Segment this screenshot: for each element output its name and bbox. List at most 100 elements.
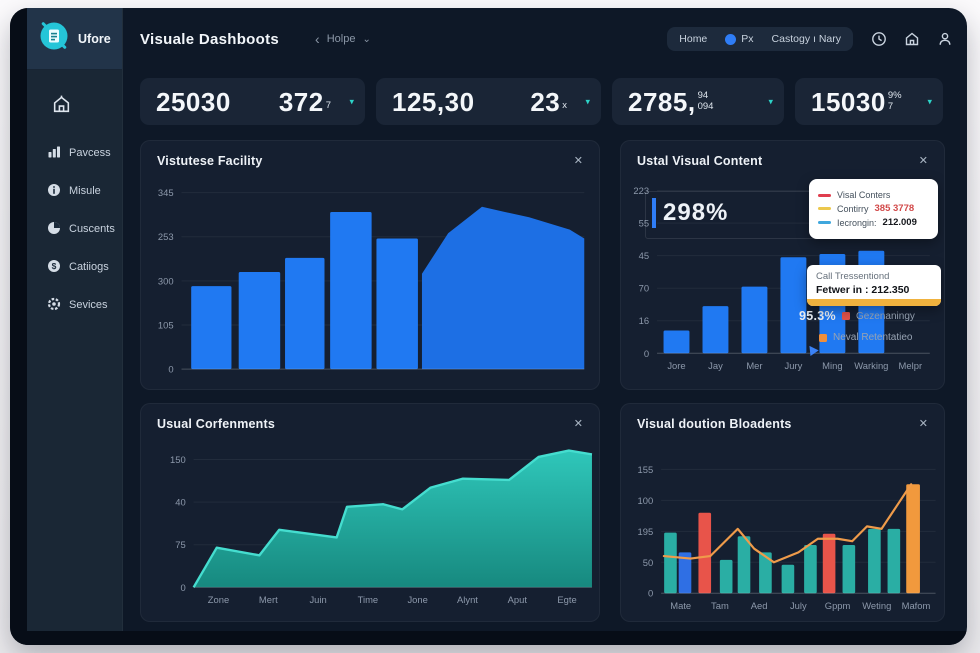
breadcrumb[interactable]: ‹ Holpe ⌄ [315,32,371,46]
svg-text:Juin: Juin [309,594,326,605]
svg-text:155: 155 [637,464,653,475]
brand[interactable]: Ufore [27,8,122,70]
sidebar-item-label: Pavcess [69,147,111,159]
tooltip-legend-row: Visal Conters [818,190,929,200]
close-icon[interactable]: ✕ [573,155,583,167]
svg-text:Jore: Jore [667,360,685,371]
window-bottom-edge [10,631,967,645]
svg-text:105: 105 [158,319,174,330]
legend-dash-icon [818,193,831,197]
sidebar: Ufore Pavcess Misule Cuscents $ Catiiogs Sevi… [27,8,123,631]
kpi-card-4: 15030 9% 7 ▾ [795,78,943,125]
close-icon[interactable]: ✕ [918,418,928,430]
kpi-dropdown-arrow[interactable]: ▾ [768,96,773,106]
sidebar-home-icon[interactable] [51,94,73,120]
svg-text:0: 0 [180,582,185,593]
svg-text:Alynt: Alynt [457,594,478,605]
chart-tooltip-info: Call Tressentiond Fetwer in : 212.350 [807,265,941,306]
sidebar-item-label: Sevices [69,299,108,311]
user-icon[interactable] [937,31,953,47]
kpi-card-2: 125,30 23 x ▾ [376,78,601,125]
svg-text:55: 55 [639,218,649,229]
legend-swatch [841,312,850,320]
sidebar-item-cuscents[interactable]: Cuscents [27,210,122,248]
svg-text:0: 0 [644,348,649,359]
header: Visuale Dashboots ‹ Holpe ⌄ Home Px Castog… [140,8,953,70]
pie-chart-icon [47,221,61,238]
panel-visual-doution-bloadents: Visual doution Bloadents ✕ 155 100 195 50 0 M… [620,403,945,622]
svg-text:Jay: Jay [708,360,723,371]
panel-ustal-visual-content: Ustal Visual Content ✕ 223 55 45 70 16 0 Jore J… [620,140,945,390]
svg-text:40: 40 [175,497,185,508]
accent-bar [652,198,656,228]
kpi-dropdown-arrow[interactable]: ▾ [349,96,354,106]
chevron-down-icon[interactable]: ⌄ [362,33,371,45]
svg-text:345: 345 [158,187,174,198]
top-nav: Home Px Castogy ı Nary [667,27,853,51]
sidebar-item-pavcess[interactable]: Pavcess [27,134,122,172]
sidebar-item-label: Catiiogs [69,261,109,273]
chart-bars-icon [47,145,61,162]
page-title: Visuale Dashboots [140,30,280,48]
svg-text:195: 195 [637,526,653,537]
svg-text:Melpr: Melpr [899,360,923,371]
sidebar-item-catiiogs[interactable]: $ Catiiogs [27,248,122,286]
kpi-value: 15030 9% 7 [811,86,902,117]
nav-item-label: Castogy ı Nary [771,33,841,45]
svg-text:70: 70 [639,283,649,294]
kpi-value: 2785, 94 094 [628,86,714,117]
legend-label: Gezenaningy [855,310,915,322]
kpi-dropdown-arrow[interactable]: ▾ [927,96,932,106]
sidebar-item-misule[interactable]: Misule [27,172,122,210]
kpi-value: 25030 [156,86,231,117]
svg-text:Egte: Egte [557,594,576,605]
legend-dash-icon [818,207,831,210]
svg-text:45: 45 [639,250,649,261]
nav-item-home[interactable]: Home [679,33,707,45]
window-left-edge [10,8,27,645]
header-actions [871,31,953,47]
home-icon[interactable] [904,31,920,47]
svg-text:Aed: Aed [751,600,768,611]
clock-icon[interactable] [871,31,887,47]
info-circle-icon [47,183,61,200]
svg-text:July: July [790,600,807,611]
tooltip-legend-row: Contirry 385 3778 [818,203,929,214]
kpi-value: 23 x [530,86,567,117]
svg-text:Ming: Ming [822,360,842,371]
nav-item-label: Px [741,33,754,45]
chart-tooltip-legend: Visal Conters Contirry 385 3778 Iecrongin: 2… [809,179,938,239]
kpi-value: 125,30 [392,86,475,117]
svg-text:Jone: Jone [407,594,427,605]
svg-text:Tam: Tam [711,600,729,611]
svg-text:300: 300 [158,275,174,286]
svg-text:150: 150 [170,454,186,465]
gear-circle-icon [47,297,61,314]
panel-title: Vistutese Facility [157,153,263,168]
svg-text:Warking: Warking [854,360,888,371]
nav-item-label: Home [679,33,708,45]
panel-title: Usual Corfenments [157,416,276,431]
svg-text:Weting: Weting [862,600,891,611]
svg-text:100: 100 [637,495,653,506]
nav-item-castogy-nary[interactable]: Castogy ı Nary [772,33,841,45]
kpi-dropdown-arrow[interactable]: ▾ [585,96,590,106]
legend-swatch [819,333,827,342]
svg-text:Mert: Mert [259,594,278,605]
big-percent-label: 298% [652,198,728,228]
panel-title: Ustal Visual Content [637,153,763,168]
close-icon[interactable]: ✕ [918,155,928,167]
main-content: Visuale Dashboots ‹ Holpe ⌄ Home Px Castog… [123,8,967,631]
close-icon[interactable]: ✕ [573,418,583,430]
sidebar-item-sevices[interactable]: Sevices [27,286,122,324]
back-chevron-icon[interactable]: ‹ [315,31,320,47]
svg-text:Time: Time [358,594,379,605]
svg-text:50: 50 [643,557,653,568]
area-chart: 150 40 75 0 Zone Mert Juin Time Jone Alynt Aput Egt… [170,449,593,605]
kpi-card-1: 25030 372 7 ▾ [140,78,365,125]
legend-dash-icon [818,221,831,224]
chart-stats-legend: 95.3% Gezenaningy Neval Retentatieo [799,309,915,352]
breadcrumb-label: Holpe [326,33,356,45]
nav-item-px[interactable]: Px [725,33,754,45]
panel-title: Visual doution Bloadents [637,416,792,431]
